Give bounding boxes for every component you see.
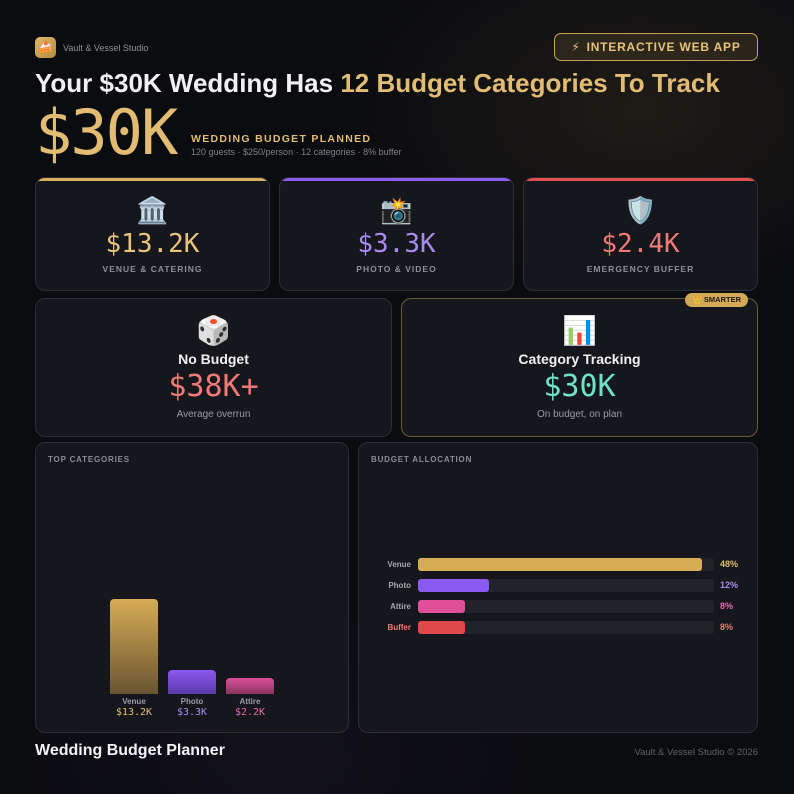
stat-label: EMERGENCY BUFFER [586,264,695,274]
brand-name: Vault & Vessel Studio [63,42,149,53]
allocation-track [418,558,714,571]
allocation-track [418,579,714,592]
allocation-bar-venue[interactable] [418,558,702,571]
bar-label: Attire [239,697,261,706]
stat-value: $2.4K [601,229,680,259]
allocation-track [418,600,714,613]
allocation-percent: 12% [720,580,739,590]
interactive-web-app-badge[interactable]: ⚡ INTERACTIVE WEB APP [554,33,758,61]
stat-value: $13.2K [105,229,200,259]
card-title: No Budget [178,351,249,367]
page-title-accent: 12 Budget Categories To Track [340,68,720,98]
allocation-label: Photo [388,581,411,590]
stat-value: $3.3K [357,229,436,259]
footer-copyright: Vault & Vessel Studio © 2026 [634,747,758,758]
allocation-label: Venue [387,560,411,569]
budget-planned-label: WEDDING BUDGET PLANNED [191,133,372,145]
stat-label: VENUE & CATERING [102,264,203,274]
lightning-icon: ⚡ [571,40,581,54]
card-title: Category Tracking [518,351,641,367]
card-value: $38K+ [168,369,259,404]
allocation-track [418,621,714,634]
allocation-bar-attire[interactable] [418,600,466,613]
budget-meta: 120 guests · $250/person · 12 categories… [191,147,402,157]
bar-attire[interactable] [226,678,274,694]
camera-icon: 📸 [380,195,413,225]
bar-label: Photo [180,697,204,706]
badge-label: INTERACTIVE WEB APP [586,40,741,54]
stat-card-venue[interactable]: 🏛️ $13.2K VENUE & CATERING [35,177,270,291]
bar-photo[interactable] [168,670,216,694]
brand: 🍰 Vault & Vessel Studio [35,37,148,58]
bar-label: Venue [122,697,146,706]
budget-allocation-panel: BUDGET ALLOCATION Venue 48% Photo 12% Attire… [358,442,758,733]
stat-card-buffer[interactable]: 🛡️ $2.4K EMERGENCY BUFFER [523,177,758,291]
no-budget-card[interactable]: 🎲 No Budget $38K+ Average overrun [35,298,392,437]
cake-icon: 🍰 [35,37,56,58]
panel-title: TOP CATEGORIES [48,455,130,464]
smarter-badge: 👑 SMARTER [685,293,748,307]
bar-value-label: $2.2K [234,707,266,718]
budget-amount: $30K [35,96,178,169]
bank-icon: 🏛️ [136,195,169,225]
shield-icon: 🛡️ [624,195,657,225]
allocation-bar-photo[interactable] [418,579,489,592]
allocation-percent: 8% [720,622,734,632]
card-value: $30K [543,369,616,404]
allocation-percent: 8% [720,601,734,611]
top-categories-panel: TOP CATEGORIES Venue $13.2K Photo $3.3K Atti… [35,442,349,733]
card-subtitle: Average overrun [176,409,251,420]
page-title-lead: Your $30K Wedding Has [35,68,341,98]
card-accent-line [280,178,513,181]
bar-value-label: $13.2K [115,707,153,718]
bar-chart-icon: 📊 [562,315,597,346]
card-accent-line [36,178,269,181]
allocation-bar-buffer[interactable] [418,621,466,634]
page-title: Your $30K Wedding Has 12 Budget Categori… [35,68,720,99]
footer-title: Wedding Budget Planner [35,742,225,759]
allocation-percent: 48% [720,559,739,569]
allocation-label: Buffer [387,623,411,632]
stat-card-photo[interactable]: 📸 $3.3K PHOTO & VIDEO [279,177,514,291]
bar-value-label: $3.3K [176,707,208,718]
bar-venue[interactable] [110,599,158,694]
stat-label: PHOTO & VIDEO [356,264,437,274]
dice-icon: 🎲 [196,315,231,346]
panel-title: BUDGET ALLOCATION [371,455,473,464]
card-subtitle: On budget, on plan [536,409,623,420]
allocation-label: Attire [390,602,411,611]
card-accent-line [524,178,757,181]
category-tracking-card[interactable]: 👑 SMARTER 📊 Category Tracking $30K On bu… [401,293,758,437]
